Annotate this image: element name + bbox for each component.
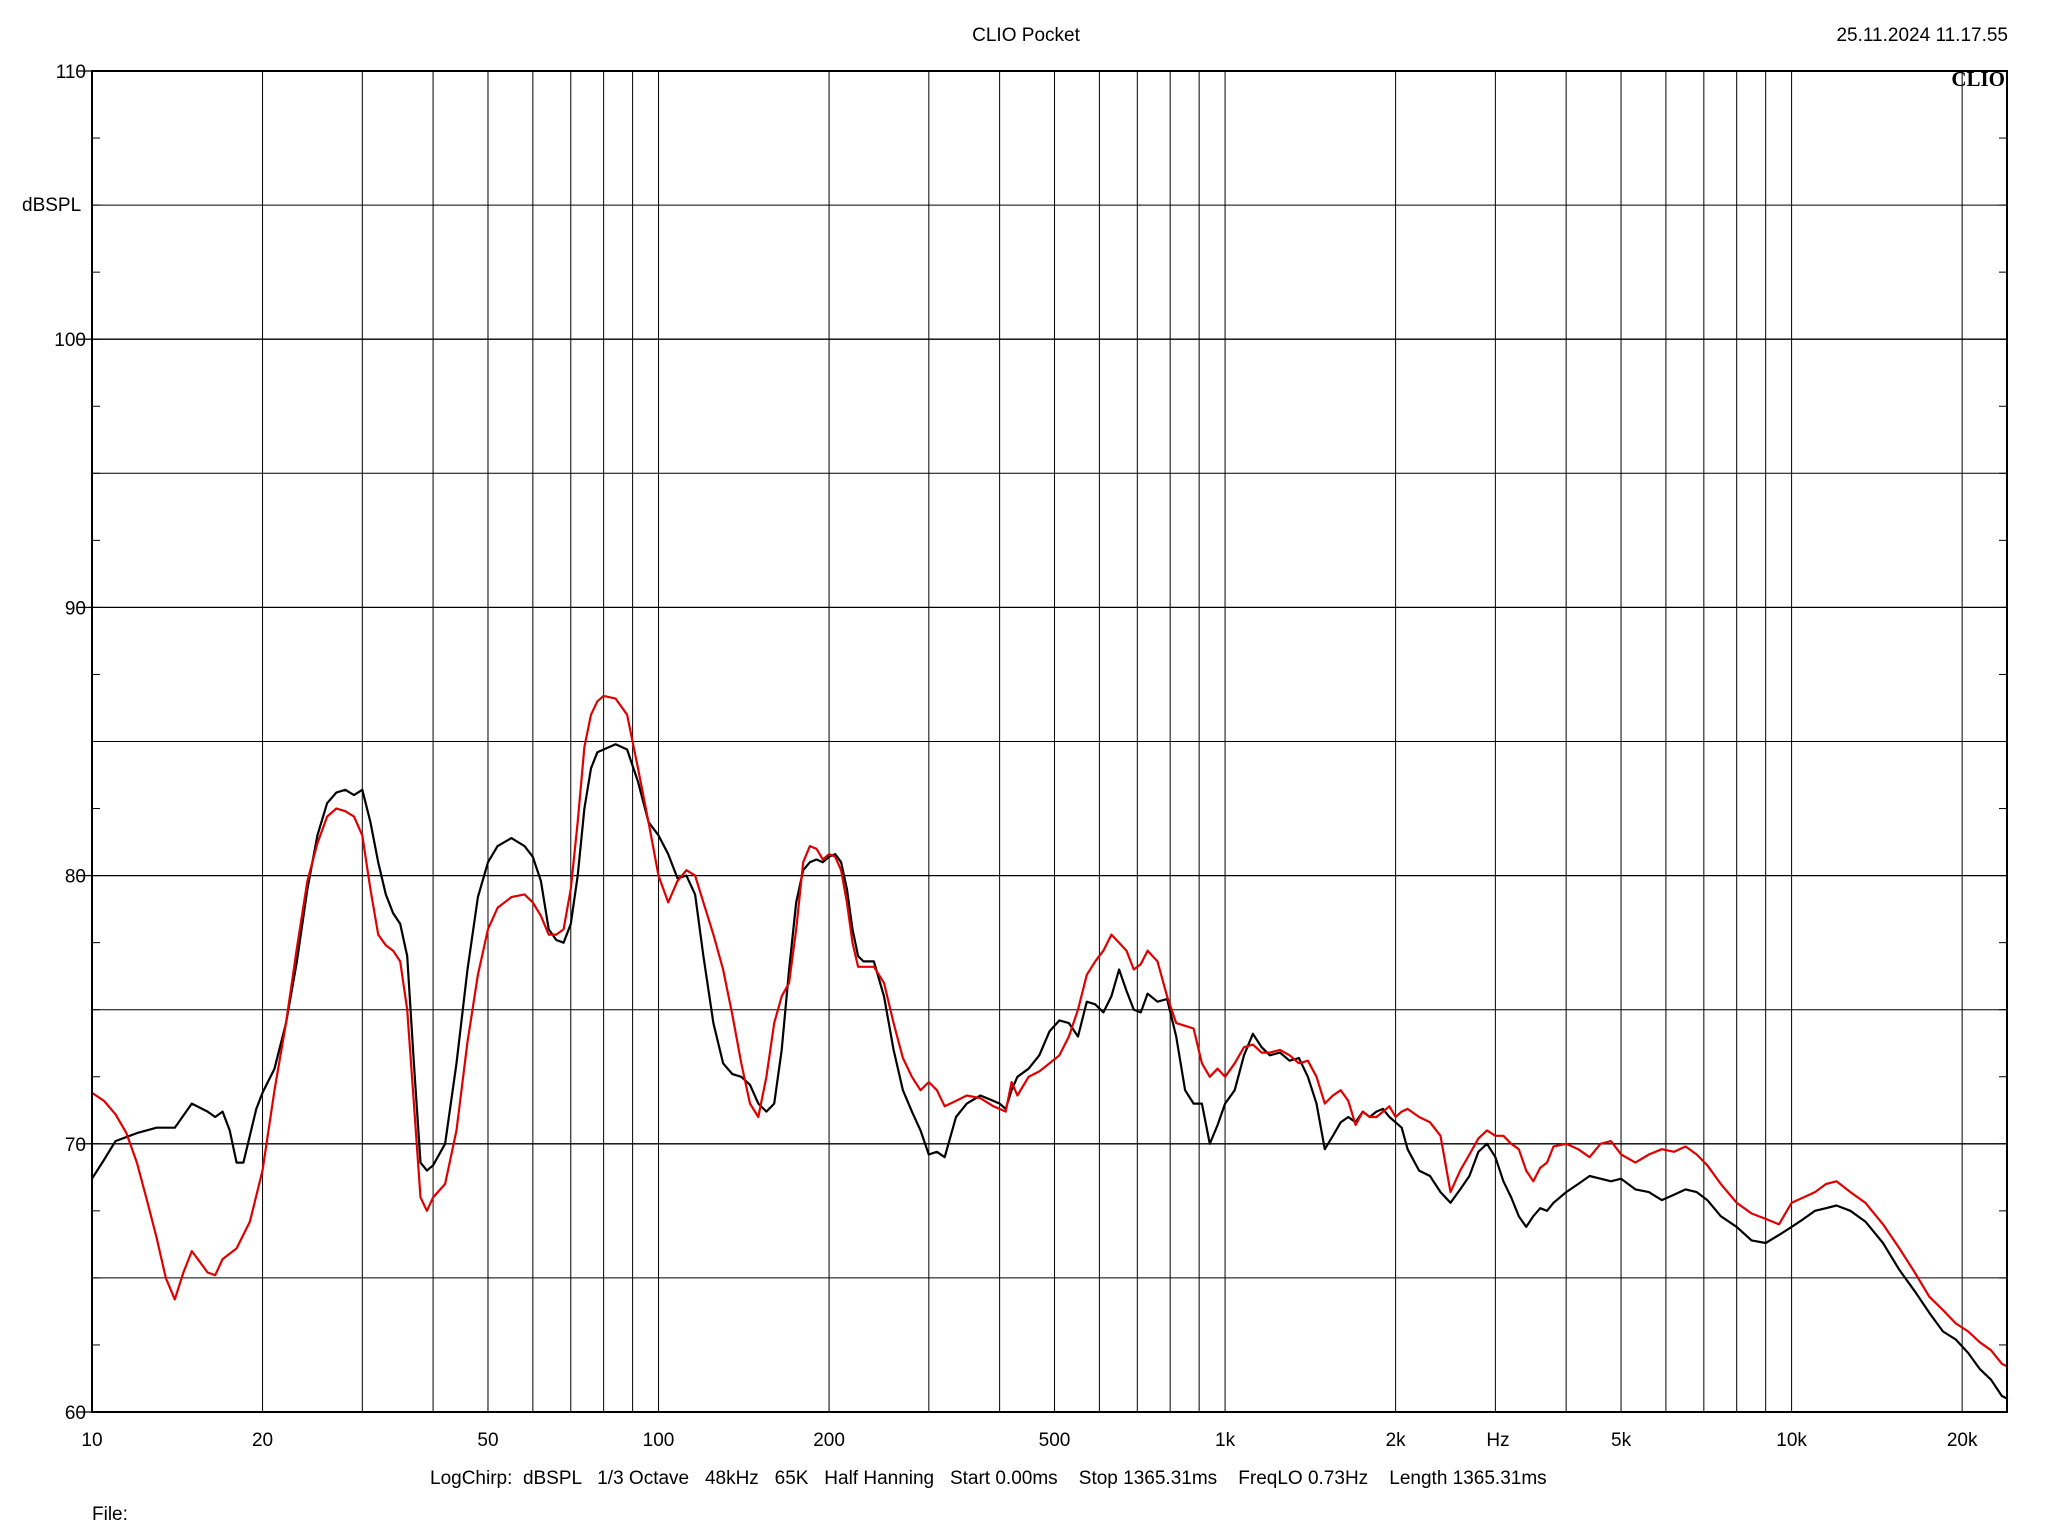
timestamp: 25.11.2024 11.17.55 [1836, 25, 2008, 46]
x-tick-label-20: 20 [252, 1430, 273, 1451]
y-tick-label-110: 110 [56, 62, 86, 83]
plot-frame [91, 70, 2008, 1413]
x-tick-label-200: 200 [813, 1430, 845, 1451]
chart-title: CLIO Pocket [972, 25, 1080, 46]
x-tick-labels: 10 20 50 100 200 500 1k 2k 5k 10k 20k [81, 1430, 1978, 1451]
series-line-2 [90, 694, 2009, 1368]
x-tick-label-100: 100 [643, 1430, 675, 1451]
x-grid [262, 71, 1963, 1412]
x-tick-label-10: 10 [81, 1430, 102, 1451]
x-tick-label-5k: 5k [1611, 1430, 1632, 1451]
clio-logo: CLIO [1951, 67, 2005, 91]
x-tick-label-500: 500 [1039, 1430, 1071, 1451]
file-label: File: [92, 1504, 128, 1525]
y-tick-label-60: 60 [65, 1403, 86, 1424]
y-tick-label-80: 80 [65, 867, 86, 888]
y-tick-label-70: 70 [65, 1135, 86, 1156]
x-tick-label-50: 50 [477, 1430, 498, 1451]
series-line-1 [90, 743, 2009, 1400]
y-axis-label: dBSPL [22, 195, 81, 216]
x-tick-label-1k: 1k [1215, 1430, 1236, 1451]
x-axis-label: Hz [1486, 1430, 1509, 1451]
y-tick-labels: 110 100 90 80 70 60 [54, 62, 86, 1424]
y-tick-label-100: 100 [54, 330, 86, 351]
x-tick-label-10k: 10k [1776, 1430, 1807, 1451]
series-lines [90, 694, 2009, 1400]
measurement-settings: LogChirp: dBSPL 1/3 Octave 48kHz 65K Hal… [430, 1468, 1547, 1489]
y-tick-label-90: 90 [65, 598, 86, 619]
x-tick-label-2k: 2k [1386, 1430, 1407, 1451]
x-tick-label-20k: 20k [1947, 1430, 1978, 1451]
